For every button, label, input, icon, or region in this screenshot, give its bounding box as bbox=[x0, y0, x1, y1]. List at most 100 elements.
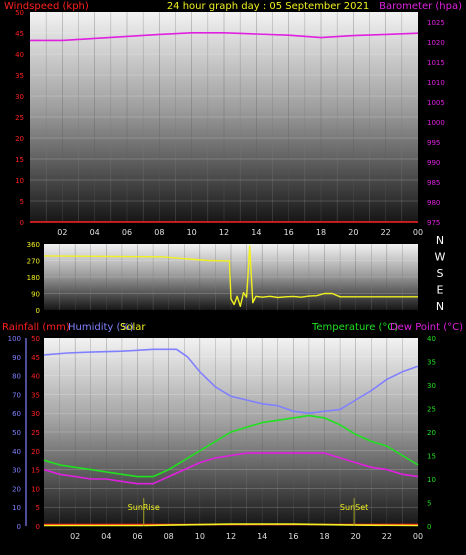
humidity-tick-label: 0 bbox=[17, 523, 21, 531]
right-tick-label: 1025 bbox=[427, 19, 445, 27]
direction-tick-label: 0 bbox=[36, 307, 40, 315]
temperature-tick-label: 20 bbox=[427, 429, 436, 437]
right-tick-label: 990 bbox=[427, 159, 440, 167]
rainfall-tick-label: 25 bbox=[31, 429, 40, 437]
left-axis-ticks-3: 0 10 20 30 40 50 60 70 80 90 100 0 5 10 15 20 25 30 35 40 45… bbox=[8, 335, 40, 531]
x-tick-label: 08 bbox=[154, 228, 164, 237]
humidity-label: Humidity (%) bbox=[68, 322, 134, 333]
humidity-tick-label: 30 bbox=[12, 467, 21, 475]
x-tick-label: 02 bbox=[57, 228, 67, 237]
x-axis-ticks-1: 02 04 06 08 10 12 14 16 18 20 22 00 bbox=[57, 228, 423, 237]
left-tick-label: 10 bbox=[15, 177, 24, 185]
right-tick-label: 995 bbox=[427, 139, 440, 147]
left-tick-label: 50 bbox=[15, 9, 24, 17]
left-tick-label: 45 bbox=[15, 30, 24, 38]
annotation-label: SunSet bbox=[340, 503, 368, 512]
left-tick-label: 5 bbox=[20, 198, 24, 206]
temperature-tick-label: 15 bbox=[427, 453, 436, 461]
rainfall-tick-label: 40 bbox=[31, 373, 40, 381]
compass-label: S bbox=[437, 267, 444, 280]
x-tick-label: 10 bbox=[195, 532, 205, 541]
series-line-wind-direction bbox=[43, 245, 418, 307]
x-tick-label: 14 bbox=[257, 532, 267, 541]
x-tick-label: 20 bbox=[351, 532, 361, 541]
solar-label: Solar bbox=[120, 322, 146, 333]
left-tick-label: 15 bbox=[15, 156, 24, 164]
panel-temp-humidity: SunRise SunSet 01020304050607080901000510… bbox=[2, 322, 463, 541]
direction-tick-label: 180 bbox=[27, 274, 40, 282]
dewpoint-label: Dew Point (°C) bbox=[390, 322, 463, 333]
x-tick-label: 22 bbox=[381, 228, 391, 237]
rainfall-label: Rainfall (mm) bbox=[2, 322, 70, 333]
x-tick-label: 00 bbox=[413, 228, 423, 237]
left-tick-label: 35 bbox=[15, 72, 24, 80]
series-layer-2 bbox=[43, 245, 418, 307]
humidity-tick-label: 100 bbox=[8, 335, 21, 343]
x-tick-label: 04 bbox=[90, 228, 100, 237]
compass-label: W bbox=[435, 251, 446, 264]
right-tick-label: 985 bbox=[427, 179, 440, 187]
compass-label: N bbox=[436, 234, 444, 247]
x-tick-label: 06 bbox=[122, 228, 132, 237]
rainfall-tick-label: 30 bbox=[31, 410, 40, 418]
rainfall-tick-label: 45 bbox=[31, 354, 40, 362]
direction-tick-label: 90 bbox=[31, 291, 40, 299]
chart-title: 24 hour graph day : 05 September 2021 bbox=[167, 1, 369, 12]
direction-tick-label: 360 bbox=[27, 241, 40, 249]
x-tick-label: 22 bbox=[382, 532, 392, 541]
x-tick-label: 16 bbox=[288, 532, 298, 541]
left-axis-ticks-2: 0 90 180 270 360 bbox=[27, 241, 40, 315]
right-tick-label: 980 bbox=[427, 199, 440, 207]
x-tick-label: 14 bbox=[251, 228, 261, 237]
left-tick-label: 20 bbox=[15, 135, 24, 143]
right-tick-label: 1020 bbox=[427, 39, 445, 47]
x-tick-label: 18 bbox=[319, 532, 329, 541]
x-tick-label: 20 bbox=[348, 228, 358, 237]
temperature-tick-label: 0 bbox=[427, 523, 431, 531]
rainfall-tick-label: 5 bbox=[36, 504, 40, 512]
rainfall-tick-label: 50 bbox=[31, 335, 40, 343]
right-tick-label: 975 bbox=[427, 219, 440, 227]
humidity-tick-label: 60 bbox=[12, 410, 21, 418]
humidity-tick-label: 50 bbox=[12, 429, 21, 437]
right-tick-label: 1010 bbox=[427, 79, 445, 87]
right-axis-ticks-3: 0 5 10 15 20 25 30 35 40 bbox=[427, 335, 436, 531]
rainfall-tick-label: 10 bbox=[31, 485, 40, 493]
annotations-3: SunRise SunSet bbox=[128, 498, 368, 526]
right-axis-label-1: Barometer (hpa) bbox=[379, 1, 462, 12]
right-axis-ticks-1: 975 980 985 990 995 1000 1005 1010 1015 1020 1025 bbox=[427, 19, 445, 227]
compass-label: N bbox=[436, 300, 444, 313]
humidity-tick-label: 10 bbox=[12, 504, 21, 512]
x-tick-label: 16 bbox=[284, 228, 294, 237]
x-tick-label: 12 bbox=[226, 532, 236, 541]
direction-tick-label: 270 bbox=[27, 258, 40, 266]
x-tick-label: 06 bbox=[132, 532, 142, 541]
annotation-label: SunRise bbox=[128, 503, 160, 512]
x-tick-label: 18 bbox=[316, 228, 326, 237]
series-line-temperature-c- bbox=[43, 414, 419, 478]
left-tick-label: 25 bbox=[15, 114, 24, 122]
right-tick-label: 1005 bbox=[427, 99, 445, 107]
grid-1 bbox=[30, 12, 418, 222]
temperature-tick-label: 10 bbox=[427, 476, 436, 484]
rainfall-tick-label: 35 bbox=[31, 391, 40, 399]
right-tick-label: 1000 bbox=[427, 119, 445, 127]
x-axis-ticks-3: 02 04 06 08 10 12 14 16 18 20 22 00 bbox=[70, 532, 423, 541]
x-tick-label: 08 bbox=[164, 532, 174, 541]
left-tick-label: 0 bbox=[20, 219, 24, 227]
left-axis-label-1: Windspeed (kph) bbox=[4, 1, 89, 12]
series-layer-3 bbox=[43, 348, 419, 527]
temperature-label: Temperature (°C) bbox=[311, 322, 398, 333]
x-tick-label: 02 bbox=[70, 532, 80, 541]
series-line-barometer-hpa- bbox=[30, 31, 419, 42]
humidity-tick-label: 80 bbox=[12, 373, 21, 381]
grid-3 bbox=[44, 338, 418, 526]
temperature-tick-label: 25 bbox=[427, 406, 436, 414]
humidity-tick-label: 20 bbox=[12, 485, 21, 493]
humidity-tick-label: 70 bbox=[12, 391, 21, 399]
left-tick-label: 30 bbox=[15, 93, 24, 101]
x-tick-label: 04 bbox=[101, 532, 111, 541]
